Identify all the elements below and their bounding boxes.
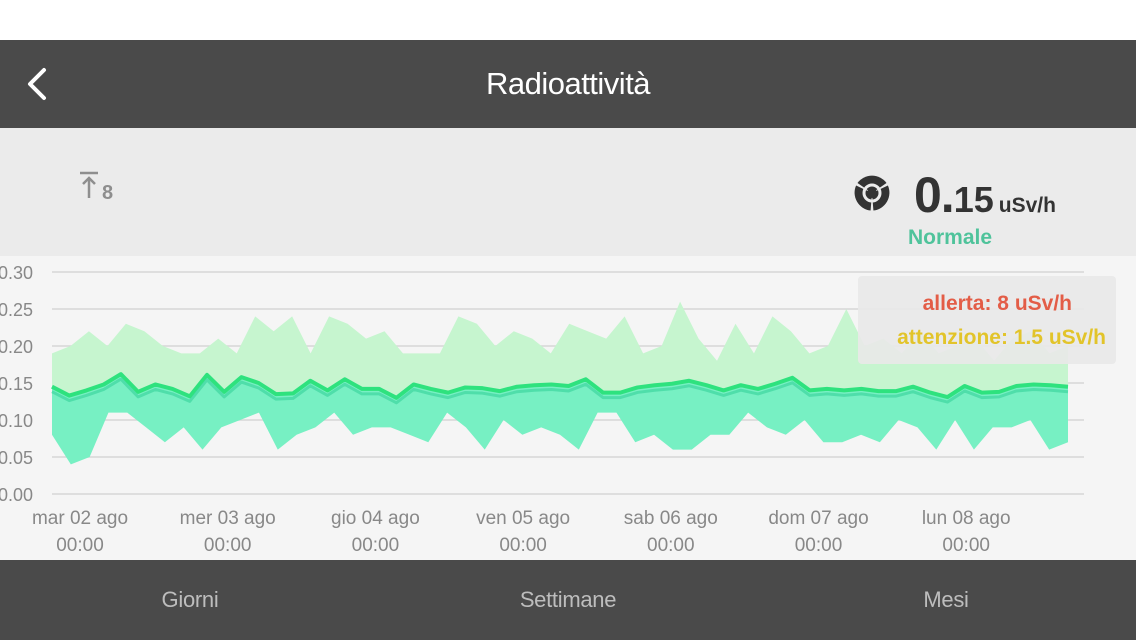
y-tick-label: 0.10: [0, 411, 33, 431]
top-bar: Radioattività: [0, 40, 1136, 128]
x-tick-time: 00:00: [352, 535, 400, 556]
y-tick-label: 0.15: [0, 374, 33, 394]
x-tick-time: 00:00: [204, 535, 252, 556]
reading-integer: 0.: [914, 167, 955, 223]
x-tick-label: mar 02 ago: [32, 508, 128, 529]
x-tick-time: 00:00: [795, 535, 843, 556]
radiation-icon: [854, 175, 890, 211]
chevron-left-icon: [28, 68, 46, 100]
reading-panel: 8 0.15 uSv/h Normale: [0, 128, 1136, 256]
lower-band-area: [52, 374, 1068, 465]
y-tick-label: 0.25: [0, 300, 33, 320]
bottom-tab-bar: Giorni Settimane Mesi: [0, 560, 1136, 640]
y-tick-label: 0.30: [0, 263, 33, 283]
threshold-legend: allerta: 8 uSv/h attenzione: 1.5 uSv/h: [858, 276, 1116, 364]
reading-decimal: 15: [953, 179, 994, 220]
upper-band-area: [52, 301, 1068, 398]
x-tick-label: mer 03 ago: [180, 508, 276, 529]
x-tick-time: 00:00: [647, 535, 695, 556]
chart-area: 0.00 0.05 0.10 0.15 0.20 0.25 0.30 mar 02 ago 00…: [0, 256, 1136, 560]
radiation-chart: 0.00 0.05 0.10 0.15 0.20 0.25 0.30 mar 02 ago 00…: [0, 263, 1084, 556]
x-tick-time: 00:00: [56, 535, 104, 556]
y-tick-label: 0.05: [0, 448, 33, 468]
legend-alert: allerta: 8 uSv/h: [922, 292, 1072, 315]
y-tick-label: 0.00: [0, 485, 33, 505]
mean-series-shadow: [51, 377, 1069, 405]
current-reading: 0.15 uSv/h: [914, 166, 1056, 224]
peak-value: 8: [102, 182, 114, 204]
tab-mesi[interactable]: Mesi: [923, 587, 969, 612]
legend-warning: attenzione: 1.5 uSv/h: [897, 326, 1106, 349]
x-tick-label: ven 05 ago: [476, 508, 570, 529]
tab-settimane[interactable]: Settimane: [519, 587, 617, 612]
tab-giorni[interactable]: Giorni: [161, 587, 219, 612]
page-title: Radioattività: [485, 66, 651, 101]
y-tick-label: 0.20: [0, 337, 33, 357]
x-tick-label: gio 04 ago: [331, 508, 420, 529]
arrow-up-to-line-icon: [80, 171, 98, 198]
status-label: Normale: [908, 226, 993, 249]
x-tick-time: 00:00: [499, 535, 547, 556]
x-tick-time: 00:00: [942, 535, 990, 556]
x-tick-label: sab 06 ago: [624, 508, 718, 529]
x-tick-label: dom 07 ago: [768, 508, 868, 529]
mean-series-line: [51, 372, 1069, 400]
reading-unit: uSv/h: [998, 194, 1056, 217]
x-tick-label: lun 08 ago: [922, 508, 1011, 529]
back-button[interactable]: [22, 66, 58, 102]
